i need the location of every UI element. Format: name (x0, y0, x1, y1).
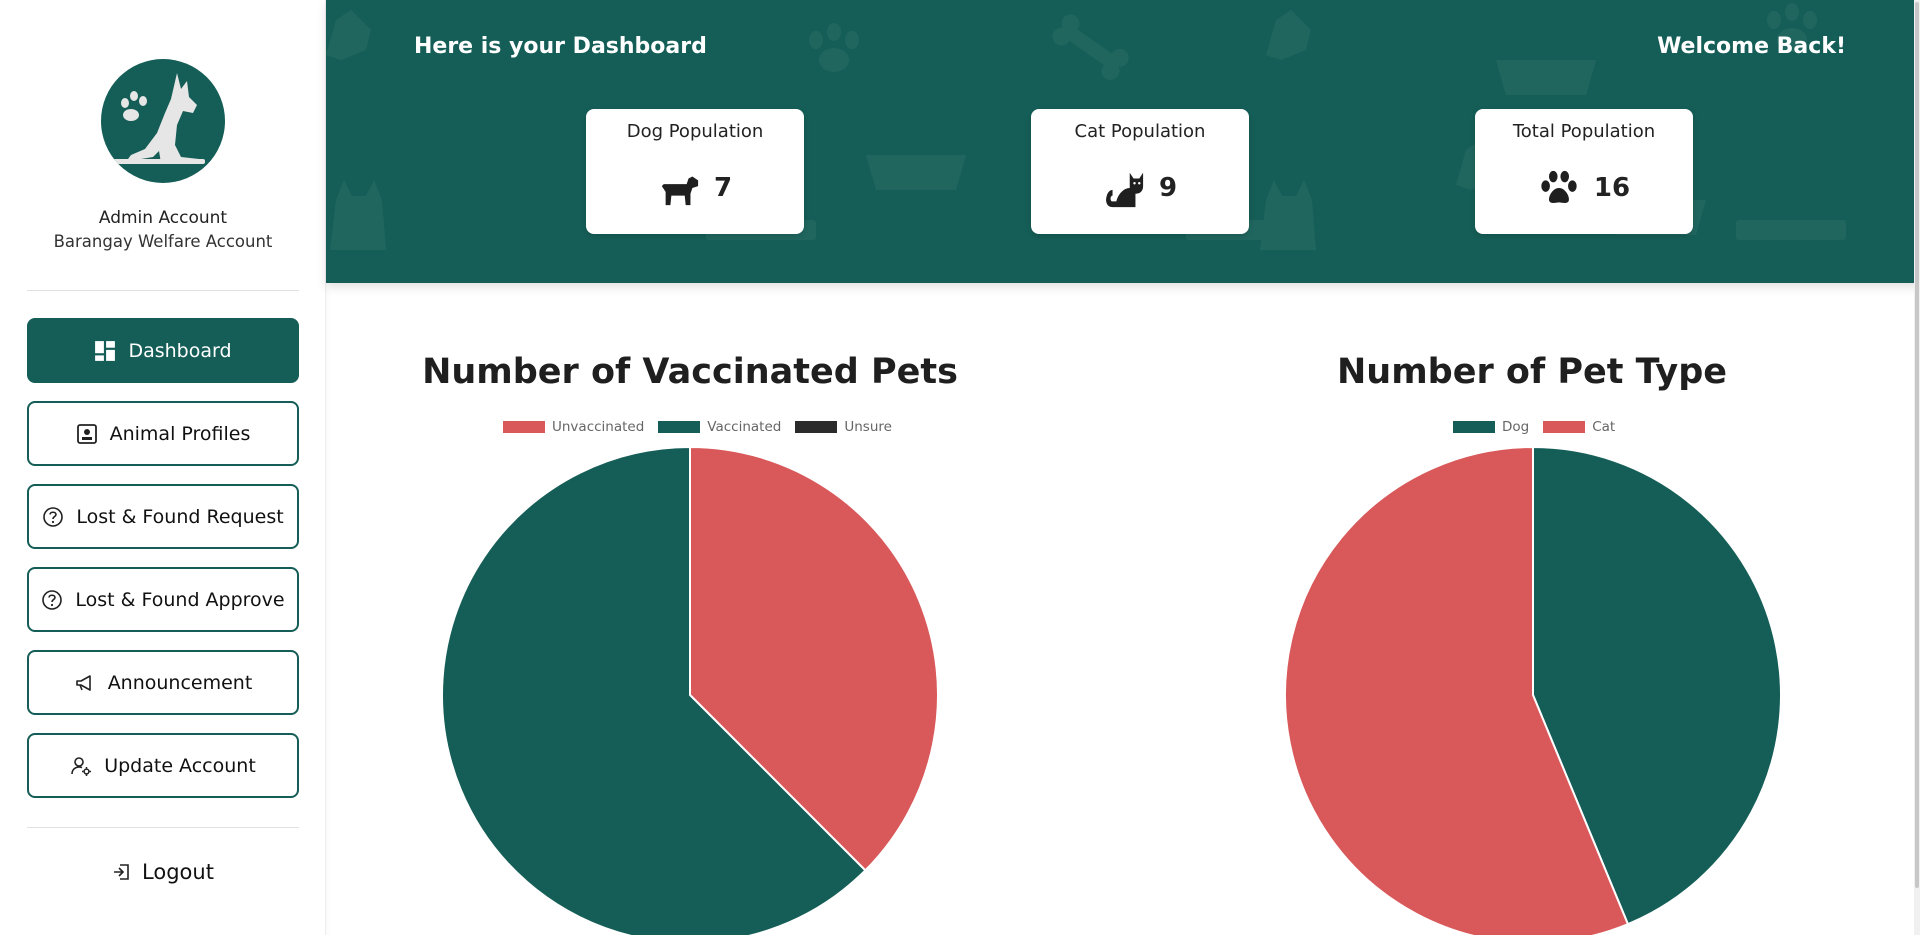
nav-lost-found-request[interactable]: Lost & Found Request (27, 484, 299, 549)
account-name: Admin Account (98, 208, 228, 228)
pie-slice-vaccinated[interactable] (440, 446, 867, 935)
legend-item[interactable]: Unvaccinated (503, 419, 644, 435)
nav-lost-found-approve[interactable]: Lost & Found Approve (27, 567, 299, 632)
legend-label: Dog (1502, 419, 1530, 435)
stat-label: Dog Population (626, 121, 764, 142)
sidebar: Admin Account Barangay Welfare Account D… (0, 0, 326, 935)
legend-label: Unsure (844, 419, 892, 435)
chart-title-pet-type: Number of Pet Type (1336, 352, 1727, 392)
nav-animal-profiles[interactable]: Animal Profiles (27, 401, 299, 466)
nav-dashboard[interactable]: Dashboard (27, 318, 299, 383)
nav-label: Lost & Found Request (76, 505, 284, 528)
logo (101, 59, 225, 183)
legend-item[interactable]: Cat (1543, 419, 1615, 435)
scrollbar-thumb[interactable] (1915, 2, 1919, 888)
chart-legend-vaccinated: Unvaccinated Vaccinated Unsure (503, 419, 898, 435)
stat-label: Cat Population (1074, 121, 1206, 142)
cat-icon (1106, 172, 1144, 208)
chart-title-vaccinated: Number of Vaccinated Pets (422, 352, 958, 392)
pie-slice-dog[interactable] (1532, 446, 1782, 926)
profile-card-icon (76, 423, 97, 444)
legend-item[interactable]: Dog (1453, 419, 1529, 435)
megaphone-icon (75, 674, 91, 691)
legend-swatch (1453, 421, 1495, 433)
legend-label: Vaccinated (707, 419, 782, 435)
stat-value: 9 (1158, 173, 1178, 203)
logout-button[interactable]: Logout (0, 855, 326, 889)
user-gear-icon (71, 756, 92, 776)
scrollbar[interactable] (1914, 0, 1920, 935)
paw-icon (1541, 170, 1577, 203)
legend-item[interactable]: Vaccinated (658, 419, 781, 435)
nav-label: Animal Profiles (109, 422, 251, 445)
stat-card-dog: Dog Population 7 (586, 109, 804, 234)
question-circle-icon (43, 506, 64, 527)
nav-update-account[interactable]: Update Account (27, 733, 299, 798)
account-type: Barangay Welfare Account (53, 232, 273, 251)
legend-swatch (503, 421, 545, 433)
dog-icon (661, 176, 699, 206)
legend-label: Unvaccinated (552, 419, 645, 435)
nav-label: Dashboard (128, 339, 232, 362)
legend-label: Cat (1592, 419, 1616, 435)
question-circle-icon (42, 589, 63, 610)
divider (27, 827, 299, 828)
stat-card-cat: Cat Population 9 (1031, 109, 1249, 234)
dashboard-icon (95, 340, 116, 361)
legend-item[interactable]: Unsure (795, 419, 892, 435)
stat-label: Total Population (1512, 121, 1656, 142)
pie-slice-unvaccinated[interactable] (689, 446, 939, 872)
logout-label: Logout (142, 860, 214, 884)
pie-chart-vaccinated (440, 446, 939, 935)
divider (27, 290, 299, 291)
stat-card-total: Total Population 16 (1475, 109, 1693, 234)
nav-announcement[interactable]: Announcement (27, 650, 299, 715)
legend-swatch (795, 421, 838, 433)
page-title: Here is your Dashboard (414, 34, 707, 59)
legend-swatch (1543, 421, 1586, 433)
pie-slice-cat[interactable] (1284, 446, 1630, 935)
logout-icon (114, 864, 129, 880)
nav-label: Update Account (104, 754, 256, 777)
nav-label: Lost & Found Approve (75, 588, 285, 611)
stat-value: 7 (713, 173, 733, 203)
stat-value: 16 (1593, 173, 1631, 203)
pet-logo-icon (113, 73, 205, 164)
nav-label: Announcement (107, 671, 253, 694)
welcome-text: Welcome Back! (1657, 34, 1846, 59)
pie-chart-pet-type (1284, 446, 1782, 935)
chart-legend-pet-type: Dog Cat (1453, 419, 1621, 435)
legend-swatch (658, 421, 701, 433)
dashboard-header: Here is your Dashboard Welcome Back! Dog… (326, 0, 1920, 283)
